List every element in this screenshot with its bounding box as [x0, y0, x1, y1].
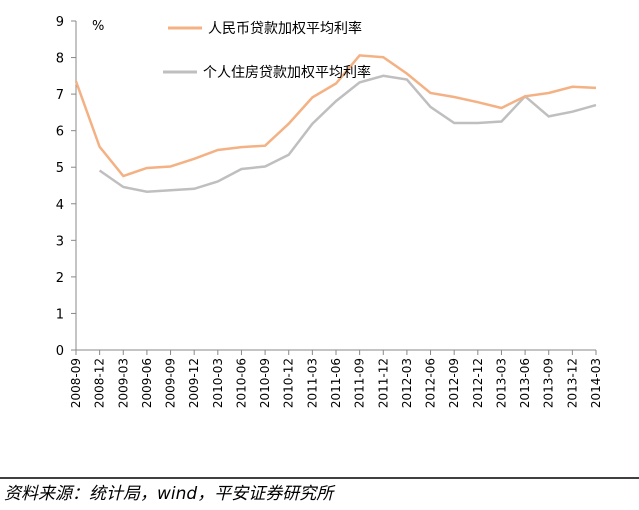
y-tick-label: 0 — [56, 344, 64, 359]
y-tick-label: 6 — [56, 125, 64, 140]
x-tick-label: 2010-09 — [258, 358, 272, 408]
x-tick-label: 2010-03 — [211, 358, 225, 408]
x-tick-label: 2009-12 — [187, 358, 201, 408]
x-tick-label: 2008-09 — [69, 358, 83, 408]
y-tick-label: 4 — [56, 198, 64, 213]
x-tick-label: 2012-03 — [400, 358, 414, 408]
y-tick-label: 7 — [56, 88, 64, 103]
legend-label: 个人住房贷款加权平均利率 — [203, 64, 371, 81]
x-tick-label: 2011-03 — [305, 358, 319, 408]
x-tick-label: 2010-06 — [234, 358, 248, 408]
x-tick-label: 2008-12 — [93, 358, 107, 408]
y-tick-label: 5 — [56, 161, 64, 176]
y-tick-label: 3 — [56, 234, 64, 249]
x-tick-label: 2013-03 — [494, 358, 508, 408]
x-tick-label: 2014-03 — [589, 358, 603, 408]
x-tick-label: 2012-09 — [447, 358, 461, 408]
x-tick-label: 2012-06 — [424, 358, 438, 408]
x-tick-label: 2011-09 — [353, 358, 367, 408]
y-tick-label: 1 — [56, 307, 64, 322]
x-tick-label: 2009-09 — [164, 358, 178, 408]
x-tick-label: 2011-12 — [376, 358, 390, 408]
x-tick-label: 2013-09 — [542, 358, 556, 408]
legend-label: 人民币贷款加权平均利率 — [208, 20, 362, 37]
unit-label: % — [92, 19, 104, 34]
x-tick-label: 2010-12 — [282, 358, 296, 408]
x-tick-label: 2012-12 — [471, 358, 485, 408]
series-line — [98, 74, 597, 193]
x-tick-label: 2011-06 — [329, 358, 343, 408]
x-tick-label: 2009-03 — [116, 358, 130, 408]
x-tick-label: 2013-06 — [518, 358, 532, 408]
source: 资料来源：统计局，wind，平安证券研究所 — [4, 484, 336, 504]
x-tick-label: 2013-12 — [565, 358, 579, 408]
y-tick-label: 9 — [56, 15, 64, 30]
x-tick-label: 2009-06 — [140, 358, 154, 408]
y-tick-label: 2 — [56, 271, 64, 286]
y-tick-label: 8 — [56, 52, 64, 67]
series-line — [74, 54, 597, 178]
